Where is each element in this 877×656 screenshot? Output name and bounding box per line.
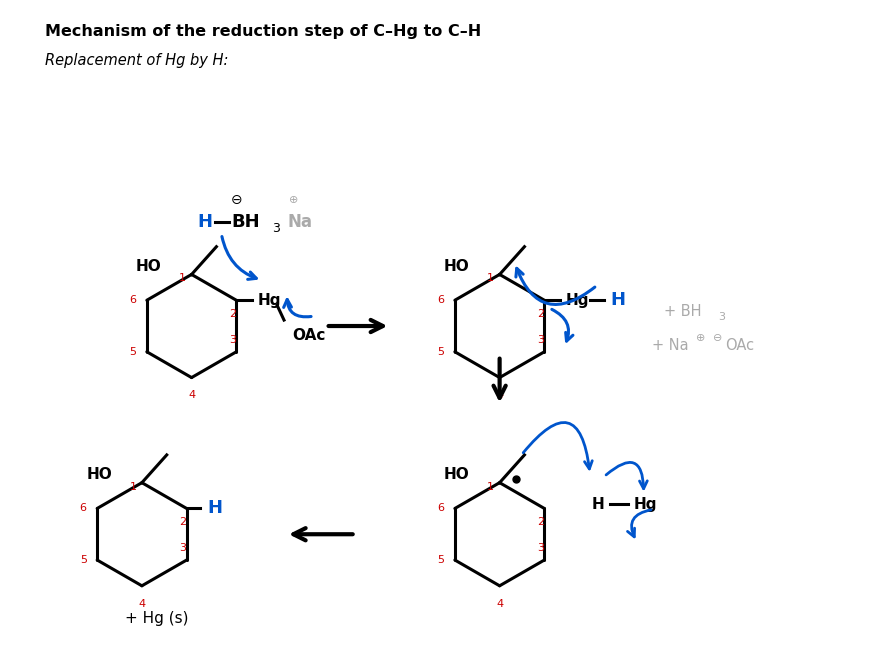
- Text: 3: 3: [229, 335, 236, 345]
- Text: 3: 3: [536, 335, 543, 345]
- Text: 2: 2: [536, 518, 544, 527]
- Text: 3: 3: [536, 543, 543, 553]
- Text: 3: 3: [179, 543, 186, 553]
- Text: H: H: [591, 497, 604, 512]
- Text: 2: 2: [179, 518, 186, 527]
- Text: 5: 5: [437, 555, 444, 565]
- Text: 1: 1: [487, 274, 494, 283]
- Text: 2: 2: [229, 309, 236, 319]
- Text: Hg: Hg: [565, 293, 588, 308]
- Text: BH: BH: [231, 213, 260, 231]
- Text: OAc: OAc: [292, 328, 325, 343]
- Text: 5: 5: [80, 555, 87, 565]
- Text: + Hg (s): + Hg (s): [125, 611, 189, 626]
- Text: HO: HO: [136, 259, 161, 274]
- Text: Replacement of Hg by H:: Replacement of Hg by H:: [45, 53, 228, 68]
- Text: Na: Na: [288, 213, 312, 231]
- Text: 6: 6: [437, 295, 444, 305]
- Text: 5: 5: [437, 347, 444, 357]
- Text: OAc: OAc: [724, 338, 753, 354]
- Text: 6: 6: [437, 503, 444, 514]
- Text: + BH: + BH: [663, 304, 700, 319]
- Text: 1: 1: [129, 482, 136, 491]
- Text: ⊖: ⊖: [712, 333, 722, 343]
- Text: H: H: [207, 499, 222, 518]
- Text: ⊕: ⊕: [289, 195, 298, 205]
- Text: Hg: Hg: [633, 497, 657, 512]
- Text: Hg: Hg: [257, 293, 281, 308]
- Text: 4: 4: [188, 390, 195, 400]
- Text: 3: 3: [272, 222, 280, 236]
- Text: 4: 4: [139, 599, 146, 609]
- Text: 2: 2: [536, 309, 544, 319]
- Text: 3: 3: [717, 312, 724, 322]
- Text: 1: 1: [487, 482, 494, 491]
- Text: 4: 4: [496, 599, 503, 609]
- Text: 5: 5: [129, 347, 136, 357]
- Text: 4: 4: [496, 390, 503, 400]
- Text: 6: 6: [80, 503, 87, 514]
- Text: H: H: [197, 213, 212, 231]
- Text: 6: 6: [129, 295, 136, 305]
- Text: HO: HO: [86, 467, 112, 482]
- Text: 1: 1: [179, 274, 186, 283]
- Text: H: H: [610, 291, 624, 309]
- Text: + Na: + Na: [651, 338, 688, 354]
- Text: HO: HO: [444, 259, 469, 274]
- Text: ⊖: ⊖: [231, 193, 242, 207]
- Text: ⊕: ⊕: [695, 333, 705, 343]
- Text: Mechanism of the reduction step of C–Hg to C–H: Mechanism of the reduction step of C–Hg …: [45, 24, 481, 39]
- Text: HO: HO: [444, 467, 469, 482]
